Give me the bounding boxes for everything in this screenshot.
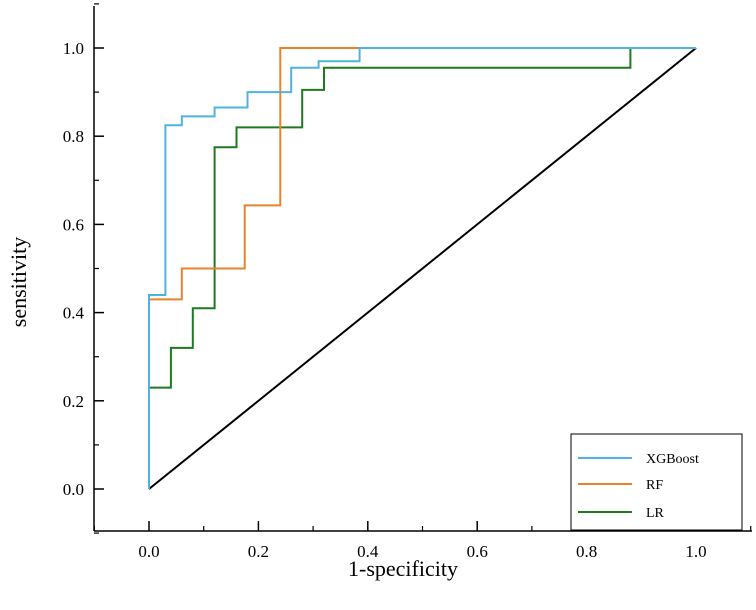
- y-tick-label: 1.0: [63, 39, 84, 58]
- x-tick-label: 0.6: [467, 542, 488, 561]
- y-tick-label: 0.2: [63, 392, 84, 411]
- legend-label-lr: LR: [646, 506, 665, 521]
- legend: XGBoost RF LR: [570, 433, 743, 531]
- y-tick-label: 0.0: [63, 480, 84, 499]
- legend-label-rf: RF: [646, 478, 663, 493]
- x-tick-label: 0.4: [357, 542, 379, 561]
- x-axis-title: 1-specificity: [348, 556, 458, 581]
- series-line-rf: [148, 47, 696, 489]
- y-tick-label: 0.6: [63, 215, 84, 234]
- x-tick-label: 0.8: [576, 542, 597, 561]
- series-line-lr: [148, 47, 696, 489]
- x-tick-label: 1.0: [685, 542, 706, 561]
- y-tick-label: 0.8: [63, 127, 84, 146]
- legend-box: [570, 433, 743, 531]
- series-line-xgboost: [148, 47, 696, 489]
- legend-label-xgboost: XGBoost: [646, 452, 699, 467]
- series-line-reference: [148, 47, 697, 490]
- y-tick-label: 0.4: [63, 304, 85, 323]
- y-axis-title: sensitivity: [6, 237, 31, 327]
- x-tick-label: 0.0: [138, 542, 159, 561]
- x-tick-label: 0.2: [248, 542, 269, 561]
